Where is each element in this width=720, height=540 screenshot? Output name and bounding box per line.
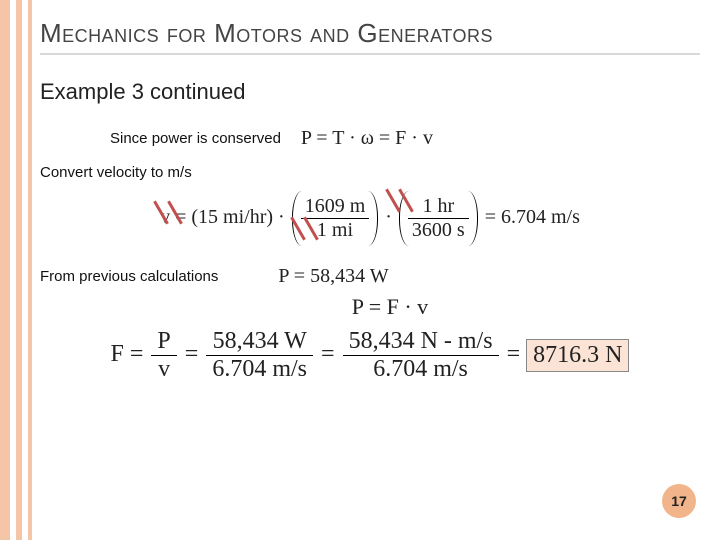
slide-body: Mechanics for Motors and Generators Exam… [40,0,710,540]
final-f1-num: P [151,328,176,355]
final-f3-num: 58,434 N - m/s [343,328,499,355]
final-f3-den: 6.704 m/s [343,355,499,383]
example-subtitle: Example 3 continued [40,79,700,105]
p-fv-equation-row: P = F · v [40,294,700,320]
power-conserved-row: Since power is conserved P = T · ω = F ·… [110,127,700,150]
power-conserved-label: Since power is conserved [110,130,281,147]
final-lhs: F = [111,341,144,367]
page-title: Mechanics for Motors and Generators [40,18,700,49]
p-fv-equation: P = F · v [352,294,428,319]
final-f2-num: 58,434 W [206,328,313,355]
convert-label: Convert velocity to m/s [40,164,700,181]
page-number-badge: 17 [662,484,696,518]
power-equation: P = T · ω = F · v [301,127,433,150]
conv-result: = 6.704 m/s [485,206,580,228]
final-eq2: = [321,341,335,367]
final-answer-box: 8716.3 N [526,339,629,372]
conv-frac1-num: 1609 m [301,195,370,218]
final-answer: 8716.3 N [533,342,622,368]
decor-stripe [28,0,32,540]
decor-stripe [0,0,10,540]
conv-mid: · [385,206,392,228]
final-force-equation: F = P v = 58,434 W 6.704 m/s = 58,434 N … [40,328,700,383]
prev-calc-label: From previous calculations [40,268,218,285]
conv-frac2-num: 1 hr [408,195,469,218]
page-number: 17 [671,493,687,509]
final-f2-den: 6.704 m/s [206,355,313,383]
title-underline [40,53,700,55]
final-eq1: = [185,341,199,367]
final-eq3: = [507,341,521,367]
unit-conversion-equation: v = (15 mi/hr) · 1609 m 1 mi · 1 hr 3600… [80,191,660,247]
prev-calc-row: From previous calculations P = 58,434 W [40,265,700,288]
final-f1-den: v [151,355,176,383]
p-value-equation: P = 58,434 W [278,265,388,288]
conv-frac2-den: 3600 s [408,218,469,242]
